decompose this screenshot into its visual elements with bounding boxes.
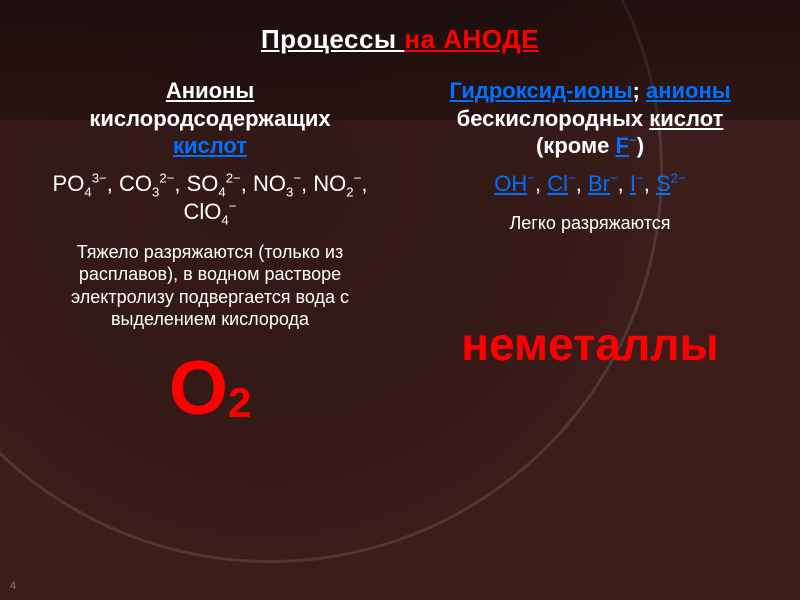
right-h3-sup: − xyxy=(629,133,637,148)
left-result-o2: O2 xyxy=(169,351,251,427)
right-formula: OH−, Cl−, Br−, I−, S2− xyxy=(494,170,685,199)
right-h1-a: Гидроксид-ионы xyxy=(449,78,632,103)
title-part-anode: на АНОДЕ xyxy=(404,24,539,54)
right-result-nonmetals: неметаллы xyxy=(461,321,719,367)
right-h2-a: бескислородных xyxy=(457,106,650,131)
right-h2-b: кислот xyxy=(649,106,723,131)
page-number: 4 xyxy=(10,580,16,592)
left-formula: PO43−, CO32−, SO42−, NO3−, NO2−, ClO4− xyxy=(30,170,390,227)
column-left: Анионы кислородсодержащих кислот PO43−, … xyxy=(30,77,400,427)
left-header-line2a: кислородсодержащих xyxy=(89,106,330,131)
left-header-line2b: кислот xyxy=(173,133,247,158)
left-header: Анионы кислородсодержащих кислот xyxy=(89,77,330,160)
right-description: Легко разряжаются xyxy=(509,212,670,235)
columns: Анионы кислородсодержащих кислот PO43−, … xyxy=(30,77,770,427)
content: Процессы на АНОДЕ Анионы кислородсодержа… xyxy=(30,24,770,427)
right-h3-a: (кроме xyxy=(536,133,616,158)
column-right: Гидроксид-ионы; анионы бескислородных ки… xyxy=(400,77,770,427)
right-header: Гидроксид-ионы; анионы бескислородных ки… xyxy=(449,77,730,160)
right-h1-b: анионы xyxy=(646,78,731,103)
slide-title: Процессы на АНОДЕ xyxy=(30,24,770,55)
right-h1-sep: ; xyxy=(633,78,646,103)
right-h3-f: F xyxy=(616,133,629,158)
left-description: Тяжело разряжаются (только из расплавов)… xyxy=(30,241,390,331)
left-header-line1: Анионы xyxy=(166,78,254,103)
title-part-processes: Процессы xyxy=(261,24,404,54)
right-h3-b: ) xyxy=(637,133,644,158)
slide: 4 Процессы на АНОДЕ Анионы кислородсодер… xyxy=(0,0,800,600)
